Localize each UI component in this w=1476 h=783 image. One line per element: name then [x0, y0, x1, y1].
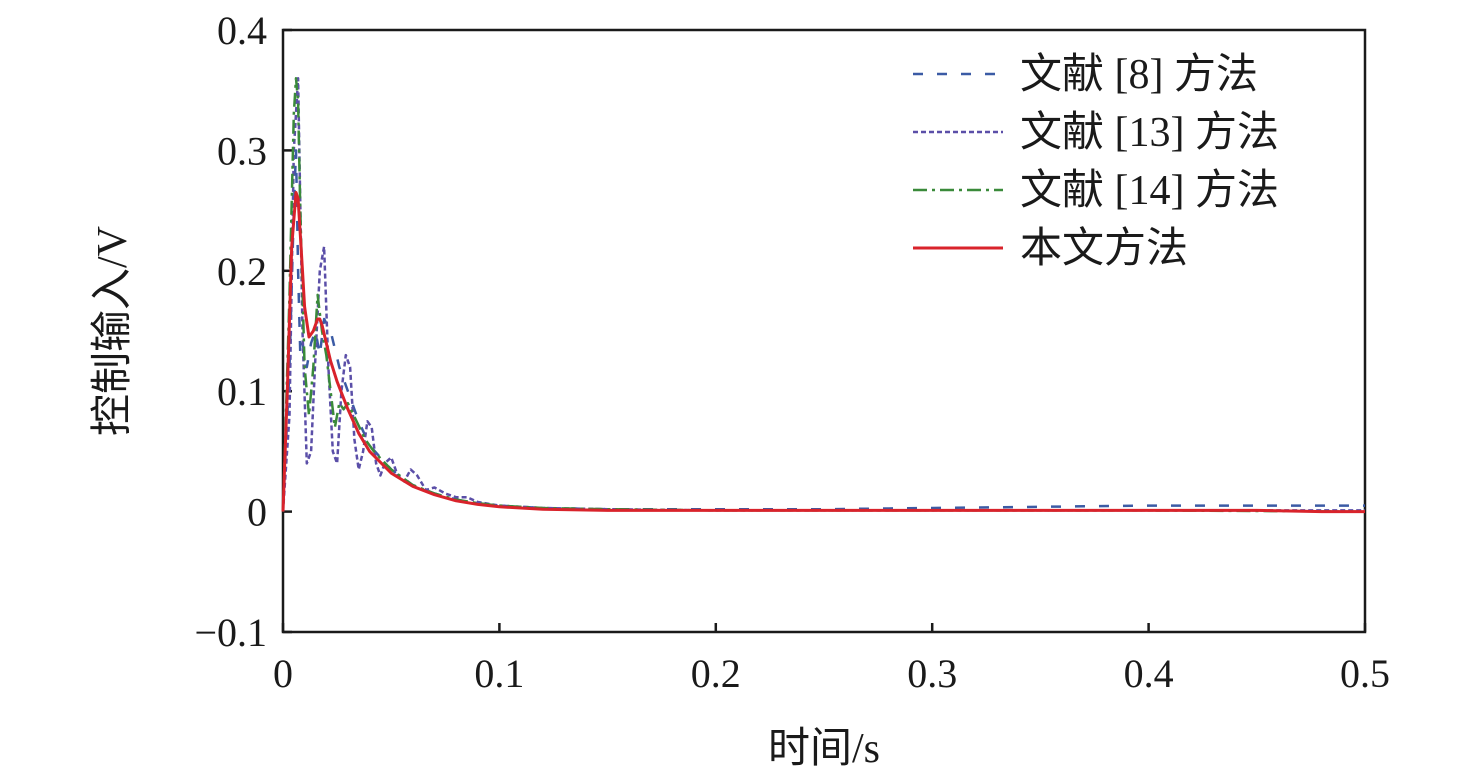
legend-label-1: 文献 [8] 方法 [1020, 51, 1258, 98]
x-axis-ticks: 0 0.1 0.2 0.3 0.4 0.5 [273, 623, 1390, 696]
y-tick-label: 0.3 [217, 128, 267, 173]
y-axis-ticks: 0.4 0.3 0.2 0.1 0 −0.1 [194, 8, 292, 655]
series-line-1 [281, 149, 1365, 512]
plot-frame [281, 28, 1367, 634]
y-tick-label: 0.2 [217, 249, 267, 294]
legend-label-4: 本文方法 [1020, 225, 1188, 272]
legend-label-2: 文献 [13] 方法 [1020, 109, 1279, 156]
legend-label-3: 文献 [14] 方法 [1020, 167, 1279, 214]
x-tick-label: 0 [273, 651, 293, 696]
x-axis-label: 时间/s [768, 726, 880, 772]
y-tick-label: 0.1 [217, 369, 267, 414]
series-layer [281, 76, 1366, 514]
series-line-4 [281, 191, 1365, 514]
x-tick-label: 0.3 [907, 651, 957, 696]
y-axis-label: 控制输入/V [90, 226, 136, 436]
y-tick-label: −0.1 [194, 610, 267, 655]
x-tick-label: 0.2 [691, 651, 741, 696]
y-tick-label: 0.4 [217, 8, 267, 53]
y-tick-label: 0 [247, 490, 267, 535]
x-tick-label: 0.4 [1124, 651, 1174, 696]
x-tick-label: 0.1 [474, 651, 524, 696]
x-tick-label: 0.5 [1340, 651, 1390, 696]
